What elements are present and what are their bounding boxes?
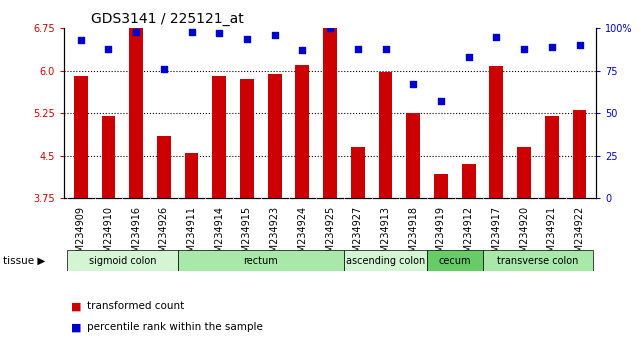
Text: GSM234912: GSM234912	[463, 206, 474, 265]
Text: GSM234924: GSM234924	[297, 206, 308, 265]
Text: transformed count: transformed count	[87, 301, 184, 311]
Bar	[268, 74, 281, 198]
Bar	[406, 113, 420, 198]
Bar	[490, 66, 503, 198]
Bar	[101, 116, 115, 198]
Point	[574, 42, 585, 48]
Text: GSM234922: GSM234922	[574, 206, 585, 265]
Bar	[323, 28, 337, 198]
Point	[76, 38, 86, 43]
Bar	[379, 72, 392, 198]
Bar	[517, 147, 531, 198]
Point	[131, 29, 141, 35]
Text: sigmoid colon: sigmoid colon	[88, 256, 156, 266]
Point	[408, 81, 419, 87]
Text: GSM234921: GSM234921	[547, 206, 557, 265]
Bar	[178, 250, 344, 271]
Point	[242, 36, 252, 41]
Bar	[157, 136, 171, 198]
Bar	[351, 147, 365, 198]
Text: transverse colon: transverse colon	[497, 256, 579, 266]
Text: percentile rank within the sample: percentile rank within the sample	[87, 322, 262, 332]
Bar	[572, 110, 587, 198]
Point	[214, 30, 224, 36]
Bar	[296, 65, 310, 198]
Bar	[483, 250, 594, 271]
Point	[159, 66, 169, 72]
Text: GDS3141 / 225121_at: GDS3141 / 225121_at	[91, 12, 244, 26]
Point	[380, 46, 390, 52]
Text: GSM234925: GSM234925	[325, 206, 335, 265]
Text: GSM234911: GSM234911	[187, 206, 197, 265]
Point	[547, 44, 557, 50]
Point	[103, 46, 113, 52]
Text: GSM234914: GSM234914	[214, 206, 224, 265]
Text: GSM234917: GSM234917	[492, 206, 501, 265]
Text: tissue ▶: tissue ▶	[3, 256, 46, 266]
Point	[436, 98, 446, 104]
Bar	[462, 164, 476, 198]
Point	[325, 25, 335, 31]
Text: GSM234926: GSM234926	[159, 206, 169, 265]
Bar	[344, 250, 427, 271]
Point	[491, 34, 501, 40]
Text: ascending colon: ascending colon	[346, 256, 425, 266]
Bar	[212, 76, 226, 198]
Text: GSM234919: GSM234919	[436, 206, 446, 265]
Bar	[240, 79, 254, 198]
Text: GSM234918: GSM234918	[408, 206, 418, 265]
Text: ■: ■	[71, 301, 81, 311]
Text: GSM234913: GSM234913	[381, 206, 390, 265]
Text: GSM234927: GSM234927	[353, 206, 363, 265]
Bar	[545, 116, 559, 198]
Bar	[185, 153, 199, 198]
Text: cecum: cecum	[438, 256, 471, 266]
Text: GSM234916: GSM234916	[131, 206, 141, 265]
Text: GSM234920: GSM234920	[519, 206, 529, 265]
Bar	[434, 174, 448, 198]
Text: ■: ■	[71, 322, 81, 332]
Point	[297, 47, 308, 53]
Point	[519, 46, 529, 52]
Bar	[67, 250, 178, 271]
Point	[270, 32, 280, 38]
Text: GSM234910: GSM234910	[103, 206, 113, 265]
Bar	[129, 28, 143, 198]
Point	[353, 46, 363, 52]
Text: GSM234909: GSM234909	[76, 206, 86, 265]
Point	[187, 29, 197, 35]
Text: rectum: rectum	[244, 256, 278, 266]
Point	[463, 55, 474, 60]
Bar	[427, 250, 483, 271]
Bar	[74, 76, 88, 198]
Text: GSM234915: GSM234915	[242, 206, 252, 265]
Text: GSM234923: GSM234923	[270, 206, 279, 265]
